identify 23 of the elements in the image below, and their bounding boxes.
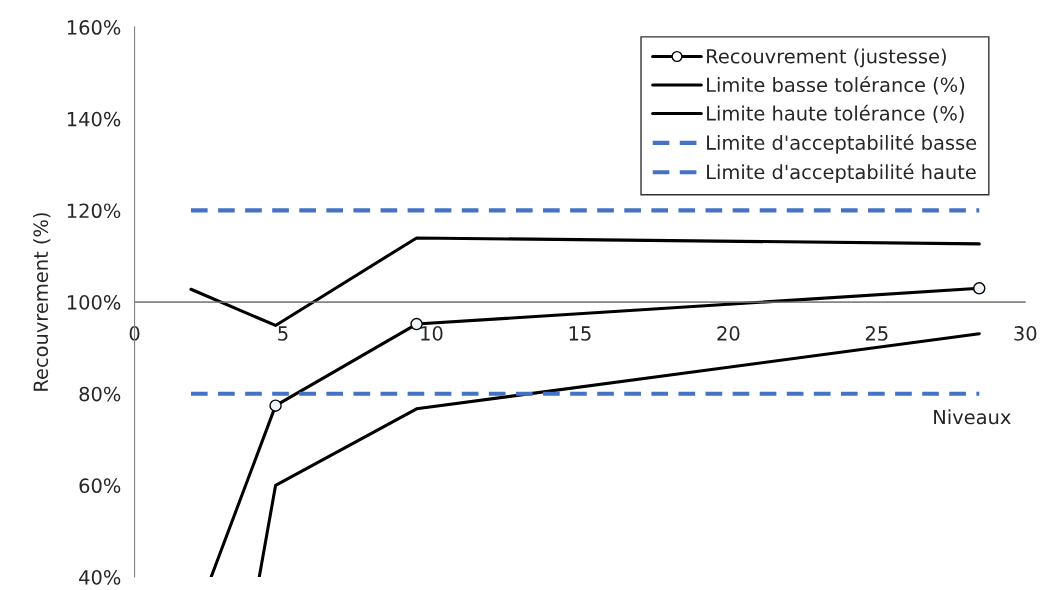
y-tick-label: 160% bbox=[67, 20, 121, 35]
legend-label: Limite d'acceptabilité basse bbox=[707, 134, 977, 154]
y-tick-label: 40% bbox=[79, 569, 121, 585]
point bbox=[269, 399, 282, 412]
y-tick-label: 80% bbox=[79, 386, 121, 402]
x-tick-label: 15 bbox=[569, 326, 591, 341]
x-tick-label: 20 bbox=[717, 326, 740, 341]
legend-label: Limite haute tolérance (%) bbox=[707, 104, 964, 123]
legend-label: Limite d'acceptabilité haute bbox=[707, 163, 976, 184]
y-tick-label: 60% bbox=[79, 478, 121, 494]
x-tick-label: 5 bbox=[278, 326, 288, 341]
x-axis-title: Niveaux bbox=[934, 409, 1011, 425]
legend-label: Limite basse tolérance (%) bbox=[707, 76, 965, 95]
x-tick-label: 30 bbox=[1014, 326, 1037, 341]
y-tick-label: 100% bbox=[67, 295, 121, 310]
x-tick-label: 25 bbox=[865, 326, 888, 341]
legend-label: Recouvrement (justesse) bbox=[707, 48, 946, 68]
y-tick-label: 120% bbox=[67, 203, 121, 219]
x-tick-label: 10 bbox=[421, 326, 443, 341]
point bbox=[972, 282, 986, 295]
y-tick-label: 140% bbox=[67, 111, 121, 127]
point bbox=[410, 317, 423, 331]
y-axis-title: Recouvrement (%) bbox=[33, 213, 51, 391]
